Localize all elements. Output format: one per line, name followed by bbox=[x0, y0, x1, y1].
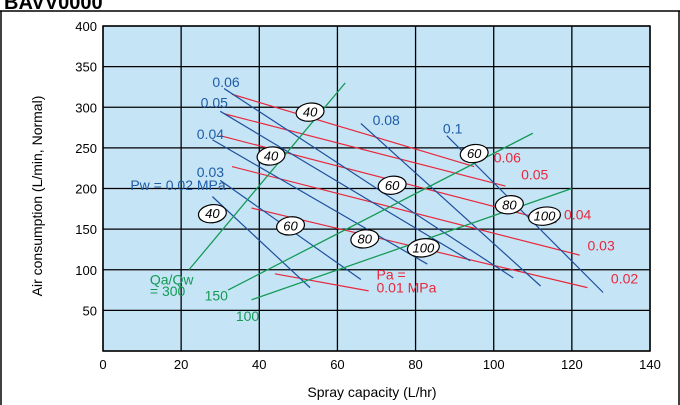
y-axis-label: Air consumption (L/min, Normal) bbox=[29, 96, 45, 297]
pw-series-label: Pw = 0.02 MPa bbox=[130, 177, 226, 193]
spray-capacity-oval bbox=[276, 216, 306, 236]
y-tick-label: 50 bbox=[83, 303, 97, 318]
y-tick-label: 150 bbox=[75, 222, 97, 237]
x-tick-label: 60 bbox=[330, 357, 344, 372]
y-tick-label: 250 bbox=[75, 141, 97, 156]
spray-capacity-oval bbox=[406, 238, 440, 258]
pw-series-label: 0.03 bbox=[197, 164, 224, 180]
water-pressure-line bbox=[219, 110, 471, 262]
x-tick-label: 120 bbox=[561, 357, 583, 372]
spray-capacity-label: 100 bbox=[413, 240, 435, 255]
pw-series-label: 0.06 bbox=[212, 74, 239, 90]
y-tick-label: 300 bbox=[75, 100, 97, 115]
ratio-series-label: = 300 bbox=[150, 283, 186, 299]
water-pressure-line bbox=[223, 88, 514, 279]
air-pressure-line bbox=[231, 165, 580, 256]
water-pressure-line bbox=[360, 123, 542, 287]
pa-series-label: 0.04 bbox=[564, 206, 591, 222]
ratio-series-label: 150 bbox=[205, 288, 229, 304]
spray-capacity-label: 60 bbox=[385, 178, 400, 193]
ratio-series-label: Qa/Qw bbox=[150, 271, 194, 287]
spray-capacity-oval bbox=[197, 203, 227, 224]
x-tick-label: 20 bbox=[174, 357, 188, 372]
spray-capacity-oval bbox=[528, 206, 562, 226]
spray-capacity-oval bbox=[459, 143, 489, 164]
pa-series-label: 0.06 bbox=[494, 150, 521, 166]
axis-tick-labels: 0 20 40 60 80 100 120 140 50 100 150 200 250 300 350 40… bbox=[75, 19, 661, 372]
pw-series-label: 0.08 bbox=[373, 112, 400, 128]
y-tick-label: 100 bbox=[75, 263, 97, 278]
y-tick-label: 200 bbox=[75, 182, 97, 197]
x-tick-label: 80 bbox=[408, 357, 422, 372]
spray-capacity-oval bbox=[350, 229, 380, 249]
air-pressure-line bbox=[274, 273, 369, 292]
pa-series-label: 0.03 bbox=[587, 237, 614, 253]
x-axis-label: Spray capacity (L/hr) bbox=[307, 384, 436, 400]
pa-series-label: Pa = bbox=[377, 267, 406, 283]
spray-capacity-label: 60 bbox=[283, 218, 298, 233]
x-tick-label: 0 bbox=[99, 357, 106, 372]
spray-capacity-oval bbox=[377, 175, 407, 195]
spray-capacity-label: 80 bbox=[358, 231, 373, 246]
water-pressure-line bbox=[212, 139, 428, 265]
air-pressure-line bbox=[223, 113, 506, 187]
spray-capacity-oval bbox=[295, 102, 325, 122]
spray-capacity-oval bbox=[256, 146, 286, 166]
spray-capacity-label: 60 bbox=[467, 146, 482, 161]
y-tick-label: 350 bbox=[75, 60, 97, 75]
spray-capacity-label: 40 bbox=[205, 206, 220, 221]
grid-lines bbox=[102, 25, 651, 352]
spray-capacity-labels: 40 40 40 60 60 60 80 80 100 100 bbox=[197, 102, 562, 258]
pw-series-label: 0.1 bbox=[443, 120, 463, 136]
spray-capacity-oval bbox=[494, 195, 524, 215]
spray-capacity-label: 40 bbox=[303, 105, 318, 120]
x-tick-label: 40 bbox=[252, 357, 266, 372]
pa-series-label: 0.01 MPa bbox=[377, 280, 437, 296]
pw-series-label: 0.05 bbox=[201, 94, 228, 110]
ratio-series-label: 100 bbox=[236, 308, 260, 324]
x-tick-label: 140 bbox=[639, 357, 661, 372]
y-tick-label: 400 bbox=[75, 19, 97, 34]
air-pressure-line bbox=[231, 93, 475, 168]
pw-series-label: 0.04 bbox=[197, 126, 224, 142]
pa-series-label: 0.05 bbox=[521, 167, 548, 183]
water-pressure-line bbox=[211, 196, 311, 289]
spray-capacity-label: 100 bbox=[534, 209, 556, 224]
spray-capacity-label: 40 bbox=[264, 149, 279, 164]
pa-series-label: 0.02 bbox=[611, 271, 638, 287]
x-tick-label: 100 bbox=[483, 357, 505, 372]
spray-capacity-label: 80 bbox=[502, 197, 517, 212]
